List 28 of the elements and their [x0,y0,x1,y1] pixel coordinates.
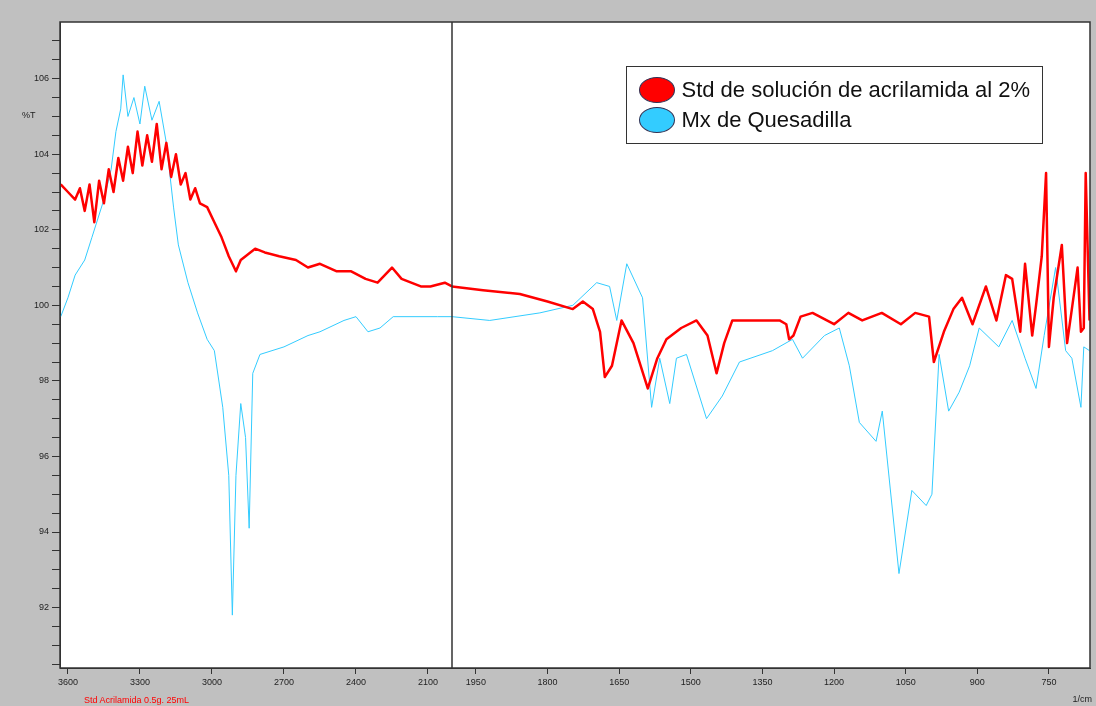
x-tick-label: 1650 [609,676,630,687]
x-tick-label: 3000 [201,676,222,687]
x-tick-label: 1350 [752,676,773,687]
x-tick-label: 3600 [57,676,78,687]
y-tick-label: 94 [38,526,49,537]
text: Std Acrilamida 0.5g. 25mL [84,695,190,705]
y-tick-label: 106 [33,73,49,84]
y-tick-label: 98 [38,375,49,386]
x-tick-label: 1050 [895,676,916,687]
x-tick-label: 1950 [465,676,486,687]
x-tick-label: 3300 [129,676,150,687]
x-tick-label: 750 [1041,676,1057,687]
y-tick-label: 96 [38,450,49,461]
x-tick-label: 2100 [417,676,439,687]
y-tick-label: 104 [33,148,49,159]
legend-label: Std de solución de acrilamida al 2% [681,76,1030,104]
x-tick-label: 900 [969,676,985,687]
x-axis-title: 1/cm [1072,694,1092,704]
y-tick-label: 100 [33,299,49,310]
y-axis-title: %T [22,110,36,120]
legend-label: Mx de Quesadilla [681,106,852,134]
x-tick-label: 2400 [345,676,366,687]
y-tick-label: 102 [33,224,49,235]
x-tick-label: 1800 [537,676,558,687]
x-tick-label: 1500 [680,676,701,687]
y-tick-label: 92 [38,602,49,613]
x-tick-label: 1200 [824,676,845,687]
x-tick-label: 2700 [273,676,294,687]
